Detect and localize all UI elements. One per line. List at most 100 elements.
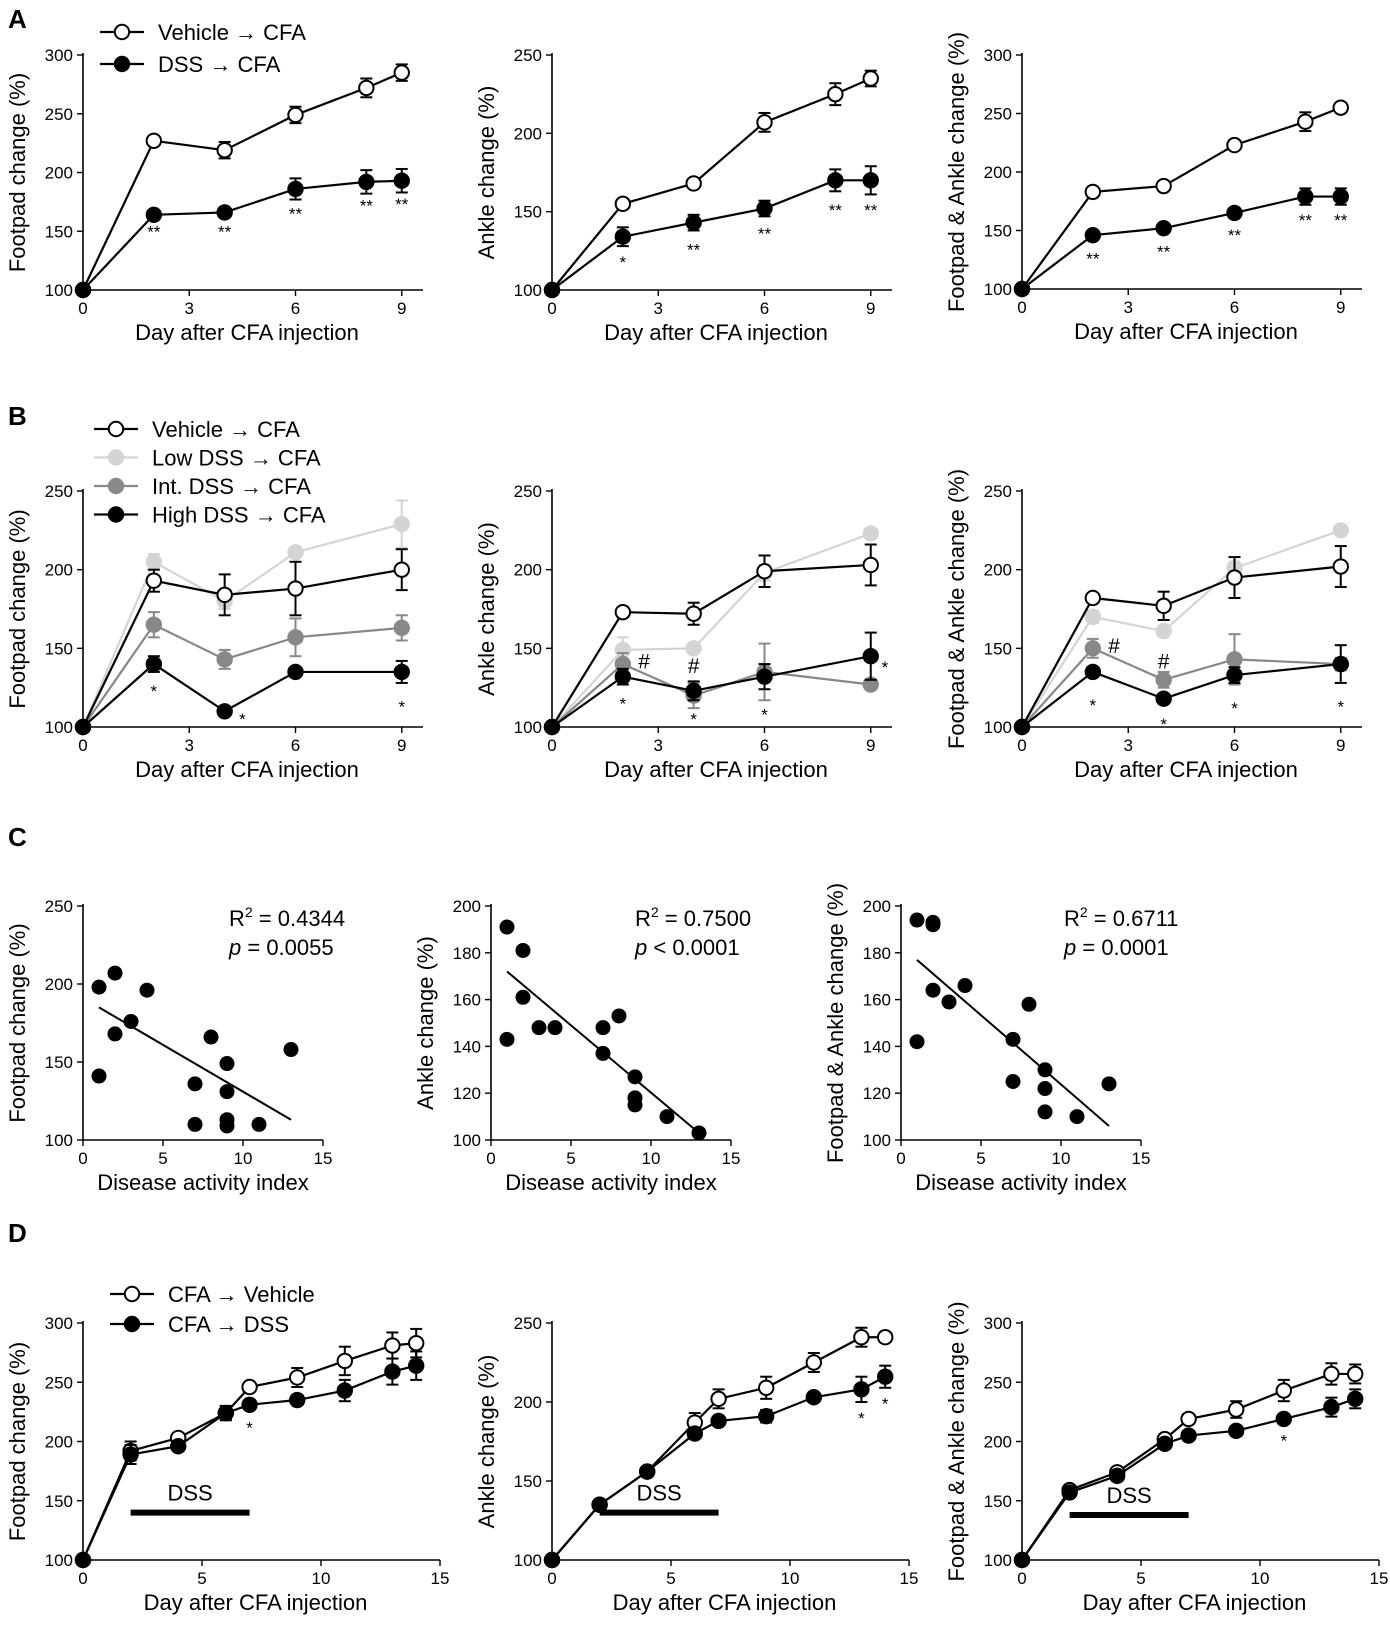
data-point xyxy=(1155,219,1172,237)
y-tick-label: 100 xyxy=(863,1131,891,1150)
x-axis-label: Day after CFA injection xyxy=(1074,319,1298,344)
y-tick-label: 250 xyxy=(45,1373,73,1392)
legend-label: DSS → CFA xyxy=(158,52,281,77)
data-point xyxy=(1226,136,1243,154)
x-tick-label: 0 xyxy=(547,1569,556,1588)
data-point xyxy=(1323,1398,1340,1416)
significance-annotation: * xyxy=(246,1418,253,1437)
x-tick-label: 5 xyxy=(1136,1569,1145,1588)
data-point xyxy=(1180,1427,1197,1444)
r-squared-sup: 2 xyxy=(245,904,253,920)
data-point xyxy=(595,1045,611,1061)
y-tick-label: 160 xyxy=(863,991,891,1010)
hash-annotation: # xyxy=(688,655,700,678)
significance-annotation: ** xyxy=(147,222,161,241)
legend-marker xyxy=(107,420,125,438)
data-point xyxy=(941,994,957,1010)
data-point xyxy=(659,1109,675,1125)
significance-annotation: * xyxy=(882,1395,889,1414)
x-tick-label: 0 xyxy=(78,299,87,318)
x-axis-label: Day after CFA injection xyxy=(1083,1590,1307,1615)
y-tick-label: 200 xyxy=(45,561,73,580)
y-tick-label: 200 xyxy=(45,164,73,183)
y-tick-label: 250 xyxy=(45,105,73,124)
y-axis-label: Footpad change (%) xyxy=(5,509,30,708)
data-point xyxy=(877,1329,894,1346)
legend: Vehicle → CFA Low DSS → CFA Int. DSS → CFA… xyxy=(94,417,326,528)
y-tick-label: 100 xyxy=(984,280,1012,299)
data-point xyxy=(358,173,375,191)
x-axis-label: Day after CFA injection xyxy=(604,757,828,782)
data-point xyxy=(1332,558,1349,575)
data-point xyxy=(1155,671,1172,688)
x-axis-label: Day after CFA injection xyxy=(604,320,828,345)
data-point xyxy=(170,1438,187,1455)
chart-d3: 100 150 200 250 300 0 5 10 15 Day after CFA injec… xyxy=(944,1301,1388,1615)
significance-annotation: ** xyxy=(1157,243,1171,262)
x-tick-label: 3 xyxy=(185,736,194,755)
x-tick-label: 0 xyxy=(78,1149,87,1168)
legend-label: Low DSS → CFA xyxy=(152,446,321,471)
x-tick-label: 9 xyxy=(1336,736,1345,755)
dss-period-label: DSS xyxy=(1106,1483,1151,1508)
data-point xyxy=(685,640,702,657)
y-tick-label: 140 xyxy=(863,1037,891,1056)
y-tick-label: 200 xyxy=(45,975,73,994)
p-label: p xyxy=(1063,935,1076,960)
series-line xyxy=(1021,647,1341,728)
series-0 xyxy=(1013,522,1349,736)
data-point xyxy=(1332,522,1349,539)
significance-annotation: ** xyxy=(1299,211,1313,230)
x-tick-label: 10 xyxy=(781,1569,800,1588)
r-squared-prefix: R xyxy=(1064,906,1080,931)
y-tick-label: 150 xyxy=(45,222,73,241)
data-point xyxy=(1226,666,1243,684)
p-value-text: = 0.0001 xyxy=(1076,935,1168,960)
series-line xyxy=(82,71,403,291)
y-axis-label: Ankle change (%) xyxy=(474,1355,499,1529)
p-value-text: = 0.0055 xyxy=(241,935,333,960)
y-tick-label: 150 xyxy=(45,1053,73,1072)
data-point xyxy=(1297,113,1314,130)
series-3 xyxy=(1013,644,1349,736)
data-point xyxy=(1084,663,1102,681)
legend: Vehicle → CFA DSS → CFA xyxy=(100,20,306,77)
series-line xyxy=(1021,565,1341,728)
dss-period-label: DSS xyxy=(167,1481,212,1506)
data-point xyxy=(1332,99,1349,116)
data-point xyxy=(1013,718,1031,736)
x-tick-label: 0 xyxy=(1017,1569,1026,1588)
data-point xyxy=(543,281,561,299)
significance-annotation: * xyxy=(620,253,627,272)
data-point xyxy=(614,668,632,685)
data-point xyxy=(251,1116,267,1132)
series-line xyxy=(551,532,872,728)
chart-d1: 100 150 200 250 300 0 5 10 15 Day after CFA injec… xyxy=(5,1282,449,1615)
x-axis-label: Disease activity index xyxy=(97,1170,309,1195)
r-squared: R2 = 0.6711 xyxy=(1064,904,1178,931)
y-tick-label: 150 xyxy=(45,1492,73,1511)
data-point xyxy=(1323,1365,1340,1383)
x-tick-label: 15 xyxy=(314,1149,333,1168)
data-point xyxy=(1228,1422,1245,1440)
data-point xyxy=(685,605,702,622)
data-point xyxy=(393,64,410,81)
y-axis-label: Footpad & Ankle change (%) xyxy=(944,32,969,312)
data-point xyxy=(685,214,702,231)
data-point xyxy=(756,563,773,580)
data-point xyxy=(336,1382,353,1399)
data-point xyxy=(145,132,163,149)
data-point xyxy=(384,1337,401,1354)
significance-annotation: * xyxy=(1090,696,1097,715)
x-axis-label: Day after CFA injection xyxy=(135,320,359,345)
data-point xyxy=(862,172,879,189)
significance-annotation: * xyxy=(151,682,158,701)
significance-annotation: ** xyxy=(1334,211,1348,230)
significance-annotation: ** xyxy=(829,201,843,220)
x-tick-label: 0 xyxy=(547,299,556,318)
y-tick-label: 100 xyxy=(514,718,542,737)
data-point xyxy=(685,682,702,700)
data-point xyxy=(216,204,233,221)
data-point xyxy=(1226,569,1243,586)
